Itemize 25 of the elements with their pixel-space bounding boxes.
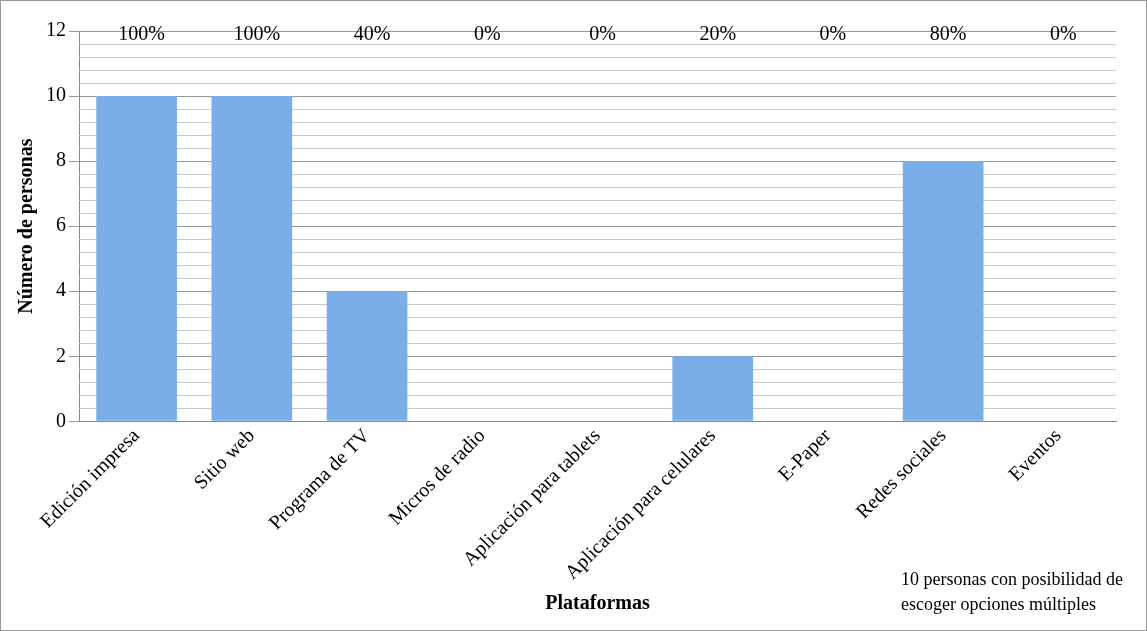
bar — [96, 96, 177, 421]
bar — [902, 161, 984, 421]
y-tick-label: 4 — [56, 278, 66, 301]
bar — [326, 291, 408, 421]
bar — [672, 356, 754, 421]
annotation: 0% — [589, 22, 616, 45]
annotation: 100% — [118, 22, 165, 45]
y-axis-title: Número de personas — [14, 138, 38, 314]
annotation: 80% — [929, 22, 967, 45]
y-tick-label: 6 — [56, 213, 66, 236]
annotation: 0% — [819, 22, 847, 45]
annotation: 100% — [233, 22, 281, 45]
annotation: 40% — [353, 22, 391, 45]
annotation: 0% — [473, 22, 501, 45]
annotation: 0% — [1050, 22, 1077, 45]
text: 10 personas con posibilidad de escoger opciones múltiples — [901, 568, 1124, 616]
y-tick-label: 10 — [46, 83, 66, 106]
y-tick-label: 2 — [56, 343, 66, 366]
bar — [211, 96, 293, 421]
annotation: 20% — [699, 22, 737, 45]
x-tick-label: Sitio web — [188, 423, 259, 494]
y-tick-label: 8 — [56, 148, 66, 171]
x-axis-title: Plataformas — [545, 591, 650, 614]
y-tick-label: 12 — [46, 18, 66, 41]
y-tick-label: 0 — [56, 408, 66, 431]
